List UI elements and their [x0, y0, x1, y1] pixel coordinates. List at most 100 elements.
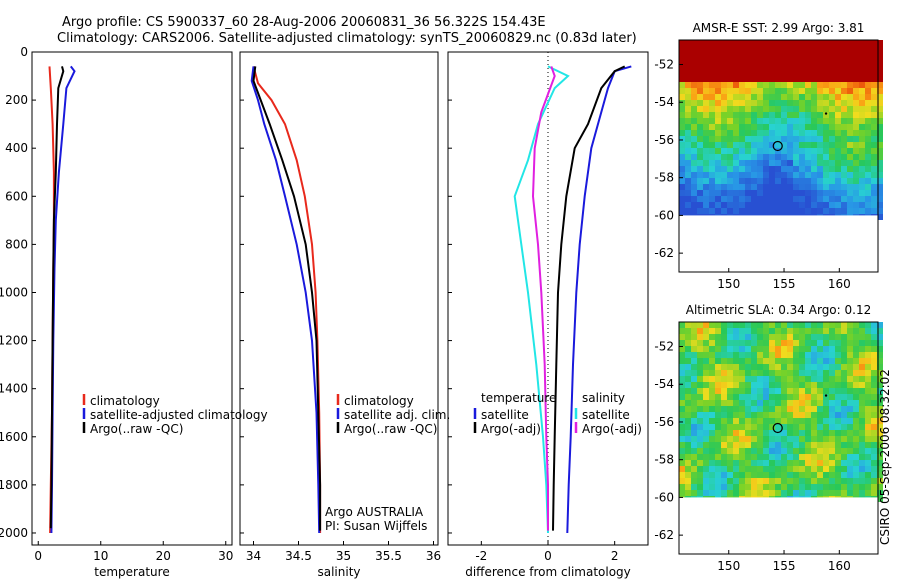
map-cell [799, 58, 805, 64]
map-cell [727, 118, 733, 124]
map-cell [793, 208, 799, 214]
series-line-blue [250, 66, 321, 534]
map-cell [763, 424, 769, 430]
map-cell [817, 148, 823, 154]
map-cell [685, 364, 691, 370]
map-cell [757, 448, 763, 454]
map-cell [781, 142, 787, 148]
map-cell [739, 100, 745, 106]
map-cell [769, 346, 775, 352]
map-cell [691, 52, 697, 58]
map-cell [727, 106, 733, 112]
map-cell [835, 334, 841, 340]
map-cell [775, 370, 781, 376]
map-cell [853, 40, 859, 46]
map-cell [781, 370, 787, 376]
map-cell [685, 136, 691, 142]
y-tick-label: 1200 [0, 334, 28, 348]
map-cell [835, 442, 841, 448]
map-cell [811, 184, 817, 190]
map-cell [853, 430, 859, 436]
map-cell [733, 82, 739, 88]
map-cell [691, 190, 697, 196]
map-cell [817, 346, 823, 352]
map-cell [805, 118, 811, 124]
map-cell [823, 394, 829, 400]
map-cell [799, 88, 805, 94]
map-cell [829, 424, 835, 430]
map-cell [745, 76, 751, 82]
map-cell [721, 382, 727, 388]
map-cell [739, 334, 745, 340]
map-cell [685, 346, 691, 352]
map-cell [871, 394, 877, 400]
map-cell [751, 448, 757, 454]
map-cell [691, 58, 697, 64]
map-cell [823, 178, 829, 184]
map-cell [679, 94, 685, 100]
map-cell [865, 334, 871, 340]
map-cell [679, 490, 685, 496]
map-cell [877, 148, 883, 154]
map-cell [685, 76, 691, 82]
map-cell [751, 322, 757, 328]
map-cell [847, 424, 853, 430]
map-cell [865, 322, 871, 328]
map-cell [823, 340, 829, 346]
map-cell [763, 460, 769, 466]
map-cell [787, 358, 793, 364]
map-cell [691, 418, 697, 424]
map-cell [733, 196, 739, 202]
map-cell [703, 454, 709, 460]
map-cell [745, 52, 751, 58]
map-cell [691, 178, 697, 184]
map-cell [703, 160, 709, 166]
map-cell [877, 208, 883, 214]
map-cell [853, 436, 859, 442]
map-cell [751, 46, 757, 52]
map-cell [829, 388, 835, 394]
map-cell [877, 40, 883, 46]
legend-label: Argo(..raw -QC) [344, 422, 437, 436]
map-cell [745, 58, 751, 64]
map-field [679, 40, 883, 220]
map-cell [727, 196, 733, 202]
map-cell [679, 376, 685, 382]
map-cell [859, 334, 865, 340]
map-cell [877, 46, 883, 52]
map-cell [769, 160, 775, 166]
map-cell [739, 472, 745, 478]
map-cell [817, 130, 823, 136]
map-cell [721, 64, 727, 70]
map-cell [775, 376, 781, 382]
map-cell [721, 406, 727, 412]
map-cell [703, 82, 709, 88]
map-cell [829, 88, 835, 94]
map-cell [703, 334, 709, 340]
map-cell [763, 412, 769, 418]
map-cell [751, 58, 757, 64]
map-cell [817, 424, 823, 430]
map-cell [811, 388, 817, 394]
map-cell [745, 490, 751, 496]
map-cell [721, 184, 727, 190]
map-cell [715, 100, 721, 106]
legend-label: satellite [582, 408, 630, 422]
map-cell [799, 94, 805, 100]
map-cell [703, 346, 709, 352]
map-cell [751, 118, 757, 124]
map-cell [865, 124, 871, 130]
map-cell [709, 436, 715, 442]
map-cell [751, 478, 757, 484]
map-cell [757, 424, 763, 430]
map-cell [733, 58, 739, 64]
map-cell [859, 394, 865, 400]
map-cell [709, 208, 715, 214]
map-cell [865, 52, 871, 58]
map-cell [745, 436, 751, 442]
map-cell [775, 124, 781, 130]
map-cell [811, 172, 817, 178]
map-cell [865, 100, 871, 106]
map-cell [691, 328, 697, 334]
map-cell [727, 358, 733, 364]
